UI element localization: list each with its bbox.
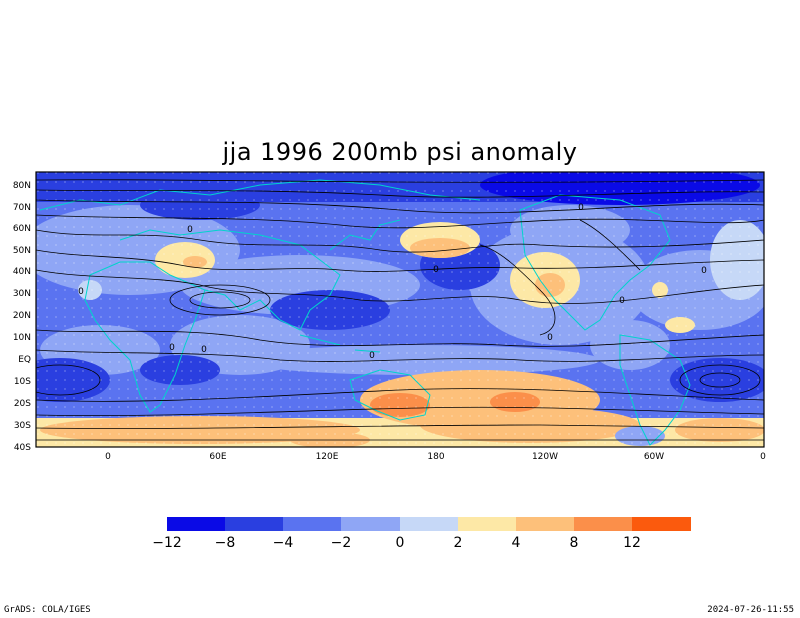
contour-label: 0 [433, 265, 439, 275]
lat-label: 10N [13, 333, 31, 343]
longitude-labels: 0 60E 120E 180 120W 60W 0 [105, 452, 766, 462]
colorbar-swatch [400, 517, 458, 531]
colorbar-label: 4 [512, 535, 521, 551]
footer-timestamp: 2024-07-26-11:55 [707, 605, 794, 615]
colorbar-swatch [458, 517, 516, 531]
colorbar-label: −4 [273, 535, 294, 551]
colorbar-swatch [283, 517, 341, 531]
colorbar-swatch [632, 517, 691, 531]
lat-label: 50N [13, 246, 31, 256]
lon-label: 120E [316, 452, 339, 462]
latitude-labels: 80N 70N 60N 50N 40N 30N 20N 10N EQ 10S 2… [13, 181, 31, 453]
lat-label: 30N [13, 289, 31, 299]
lon-label: 0 [105, 452, 111, 462]
contour-labels: 0 0 0 0 0 0 0 0 0 0 [78, 203, 707, 361]
colorbar-swatch [574, 517, 632, 531]
streamlines [36, 179, 764, 441]
lat-label: 10S [14, 377, 31, 387]
colorbar-label: 0 [396, 535, 405, 551]
contour-label: 0 [187, 225, 193, 235]
shaded-field [36, 172, 764, 447]
contour-label: 0 [619, 296, 625, 306]
contour-label: 0 [547, 333, 553, 343]
colorbar-labels: −12 −8 −4 −2 0 2 4 8 12 [152, 535, 641, 551]
colorbar [167, 517, 691, 531]
colorbar-swatch [341, 517, 400, 531]
contour-label: 0 [701, 266, 707, 276]
colorbar-label: −2 [331, 535, 352, 551]
lat-label: 40S [14, 443, 31, 453]
lon-label: 180 [427, 452, 444, 462]
colorbar-label: 12 [623, 535, 641, 551]
lon-label: 120W [532, 452, 558, 462]
lat-label: 30S [14, 421, 31, 431]
lat-label: 70N [13, 203, 31, 213]
lat-label: 20N [13, 311, 31, 321]
map-title: jja 1996 200mb psi anomaly [222, 138, 578, 166]
colorbar-swatch [225, 517, 283, 531]
colorbar-swatch [516, 517, 574, 531]
map-frame [35, 171, 765, 448]
lat-label: EQ [18, 355, 31, 365]
lat-label: 20S [14, 399, 31, 409]
colorbar-label: −8 [215, 535, 236, 551]
colorbar-label: 2 [454, 535, 463, 551]
lat-label: 80N [13, 181, 31, 191]
contour-label: 0 [169, 343, 175, 353]
lat-label: 40N [13, 267, 31, 277]
colorbar-label: −12 [152, 535, 182, 551]
contour-label: 0 [369, 351, 375, 361]
contour-label: 0 [78, 287, 84, 297]
coastlines [39, 179, 691, 446]
lat-label: 60N [13, 224, 31, 234]
lon-label: 60E [209, 452, 226, 462]
contour-label: 0 [201, 345, 207, 355]
contour-label: 0 [578, 203, 584, 213]
footer-credit: GrADS: COLA/IGES [4, 605, 91, 615]
colorbar-swatch [167, 517, 225, 531]
lon-label: 60W [644, 452, 664, 462]
lon-label: 0 [760, 452, 766, 462]
colorbar-label: 8 [570, 535, 579, 551]
